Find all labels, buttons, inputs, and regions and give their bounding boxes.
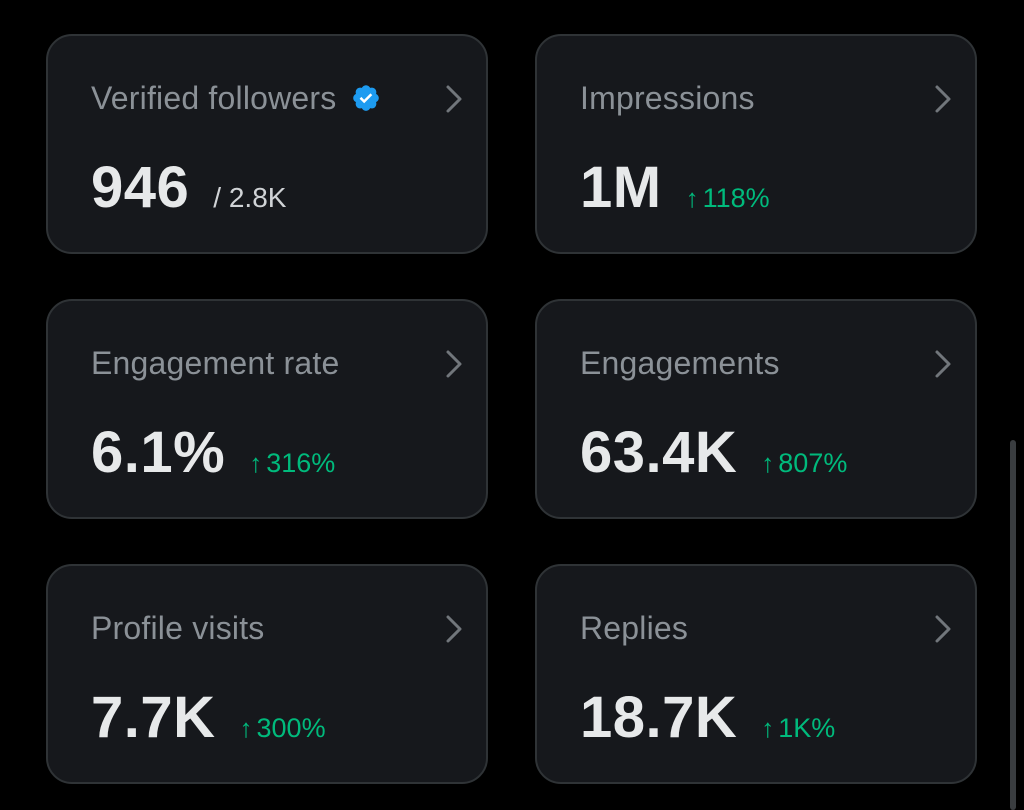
card-value: 18.7K	[580, 685, 738, 750]
change-indicator: ↑ 316%	[249, 448, 335, 479]
change-indicator: ↑ 118%	[686, 183, 770, 214]
chevron-right-icon	[446, 85, 462, 113]
chevron-right-icon	[935, 350, 951, 378]
card-value: 7.7K	[91, 685, 216, 750]
card-title: Engagement rate	[91, 344, 340, 381]
change-percent: 807%	[778, 448, 848, 478]
arrow-up-icon: ↑	[685, 183, 699, 213]
card-value-row: 946 / 2.8K	[91, 154, 286, 224]
arrow-up-icon: ↑	[239, 713, 253, 743]
card-title: Verified followers	[91, 79, 337, 116]
card-value: 946	[91, 155, 190, 220]
arrow-up-icon: ↑	[249, 448, 263, 478]
change-percent: 316%	[266, 448, 336, 478]
change-indicator: ↑ 807%	[761, 448, 847, 479]
card-header: Replies	[580, 608, 688, 648]
card-value: 1M	[580, 155, 662, 220]
card-header: Engagement rate	[91, 343, 340, 383]
replies-card[interactable]: Replies 18.7K ↑ 1K%	[535, 564, 977, 784]
change-indicator: ↑ 1K%	[761, 713, 835, 744]
profile-visits-card[interactable]: Profile visits 7.7K ↑ 300%	[46, 564, 488, 784]
card-value-row: 1M ↑ 118%	[580, 154, 770, 224]
card-header: Profile visits	[91, 608, 265, 648]
chevron-right-icon	[935, 85, 951, 113]
chevron-right-icon	[935, 615, 951, 643]
card-value-row: 6.1% ↑ 316%	[91, 419, 335, 489]
card-title: Engagements	[580, 344, 780, 381]
change-percent: 1K%	[778, 713, 836, 743]
card-value: 6.1%	[91, 420, 226, 485]
change-percent: 118%	[702, 183, 770, 213]
card-value-row: 63.4K ↑ 807%	[580, 419, 847, 489]
arrow-up-icon: ↑	[761, 448, 775, 478]
chevron-right-icon	[446, 350, 462, 378]
engagements-card[interactable]: Engagements 63.4K ↑ 807%	[535, 299, 977, 519]
chevron-right-icon	[446, 615, 462, 643]
verified-badge-icon	[351, 83, 381, 113]
change-percent: 300%	[256, 713, 326, 743]
verified-followers-card[interactable]: Verified followers 946 / 2.8K	[46, 34, 488, 254]
vertical-scrollbar[interactable]	[1010, 440, 1016, 810]
card-value-row: 18.7K ↑ 1K%	[580, 684, 835, 754]
card-header: Verified followers	[91, 78, 381, 118]
card-header: Impressions	[580, 78, 755, 118]
card-value: 63.4K	[580, 420, 738, 485]
card-header: Engagements	[580, 343, 780, 383]
card-title: Impressions	[580, 79, 755, 116]
card-title: Profile visits	[91, 609, 265, 646]
card-value-row: 7.7K ↑ 300%	[91, 684, 326, 754]
engagement-rate-card[interactable]: Engagement rate 6.1% ↑ 316%	[46, 299, 488, 519]
impressions-card[interactable]: Impressions 1M ↑ 118%	[535, 34, 977, 254]
change-indicator: ↑ 300%	[240, 713, 326, 744]
arrow-up-icon: ↑	[761, 713, 775, 743]
card-title: Replies	[580, 609, 689, 646]
card-secondary-value: / 2.8K	[213, 182, 287, 213]
